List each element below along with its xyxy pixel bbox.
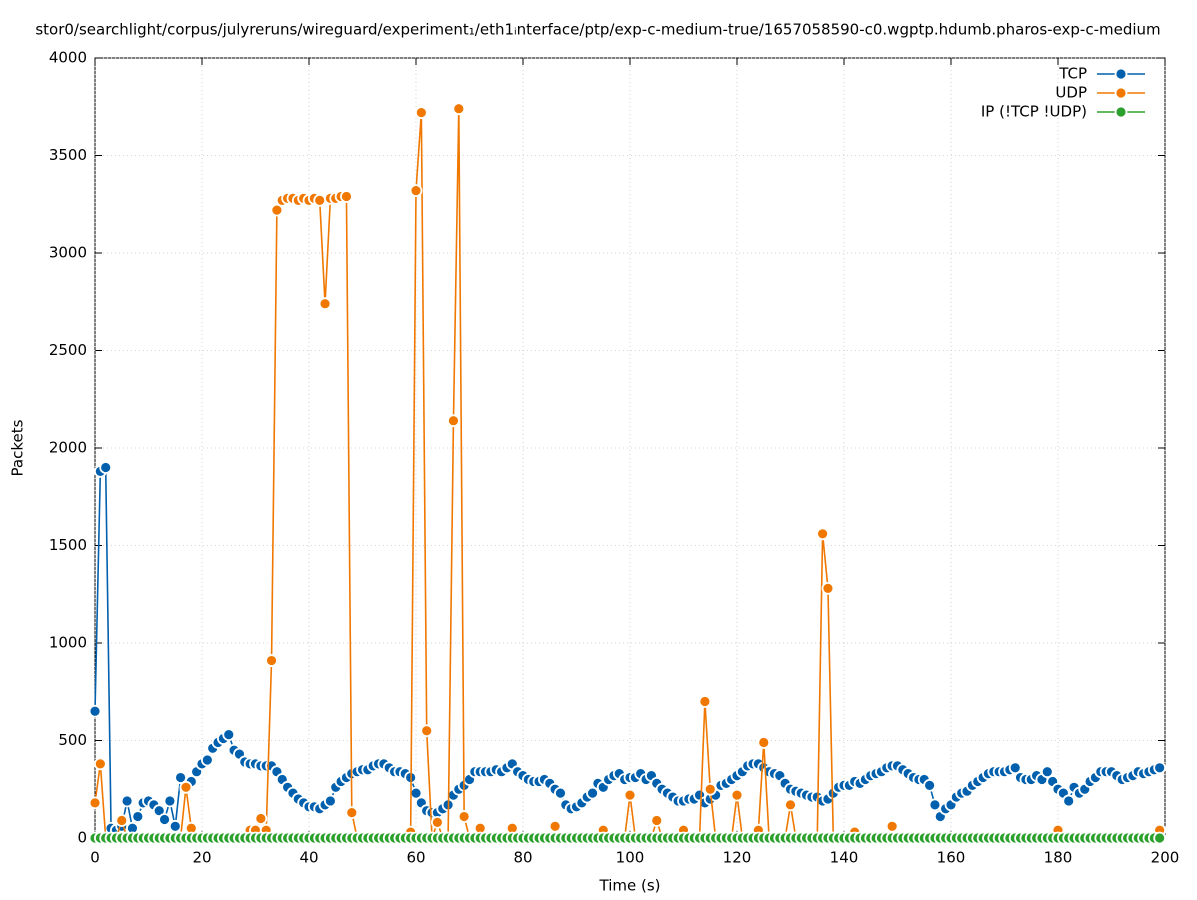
series-line [94,108,1161,839]
data-point [88,704,102,718]
y-tick-label: 2000 [49,439,87,457]
data-point [158,813,171,826]
data-point [115,814,129,827]
legend-marker [1114,105,1128,119]
data-point [174,771,188,784]
y-tick-label: 1500 [49,536,87,554]
data-point [1153,831,1167,845]
x-tick-label: 40 [299,849,318,867]
data-point [200,753,214,767]
x-tick-label: 80 [513,849,532,867]
data-point [730,788,744,802]
x-tick-label: 140 [830,849,859,867]
legend-marker [1114,86,1128,100]
legend-marker [1114,67,1128,81]
data-point [323,794,337,808]
data-point [703,782,717,796]
x-tick-label: 200 [1151,849,1180,867]
data-point [821,582,835,595]
data-point [698,695,712,708]
data-point [1040,765,1054,779]
data-point [1062,794,1076,808]
data-point [345,806,359,820]
data-point [222,728,236,742]
x-tick-label: 20 [192,849,211,867]
y-tick-label: 1000 [49,634,87,652]
data-point [1153,761,1167,775]
data-point [340,190,353,203]
data-point [99,461,113,474]
data-point [650,814,664,827]
data-point [923,778,936,792]
y-tick-label: 4000 [49,49,87,67]
legend-label: IP (!TCP !UDP) [981,103,1087,121]
data-point [88,796,102,810]
y-tick-label: 0 [77,829,87,847]
x-tick-label: 120 [723,849,752,867]
data-point [457,810,471,823]
data-point [928,798,942,812]
data-point [168,819,182,833]
x-tick-label: 160 [937,849,966,867]
data-point [586,786,599,800]
data-point [163,794,177,808]
data-point [447,414,460,428]
data-point [784,798,797,812]
data-point [254,812,268,825]
legend-label: UDP [1055,84,1087,102]
data-point [414,106,428,119]
y-axis-label: Packets [9,419,27,476]
data-point [313,193,327,207]
data-point [93,757,107,771]
data-point [318,297,332,311]
data-point [120,794,134,808]
x-tick-label: 100 [616,849,645,867]
data-point [757,736,771,749]
x-axis-label: Time (s) [599,877,661,895]
y-tick-label: 500 [58,731,87,749]
data-point [554,786,567,800]
data-point [270,203,284,217]
legend-label: TCP [1058,65,1087,83]
data-point [179,780,193,794]
y-tick-label: 3000 [49,244,87,262]
y-tick-label: 3500 [49,146,87,164]
data-point [430,816,444,829]
chart-title: stor0/searchlight/corpus/julyreruns/wire… [35,21,1160,39]
data-point [623,788,637,802]
x-tick-label: 180 [1044,849,1073,867]
x-tick-label: 0 [90,849,100,867]
data-point [420,724,434,738]
x-tick-label: 60 [406,849,425,867]
data-point [265,654,278,667]
data-point [816,527,829,541]
y-tick-label: 2500 [49,341,87,359]
data-point [1008,761,1022,775]
data-point [548,819,562,833]
data-point [409,184,423,198]
data-point [885,819,899,833]
data-point [452,102,466,116]
data-point [131,810,145,823]
